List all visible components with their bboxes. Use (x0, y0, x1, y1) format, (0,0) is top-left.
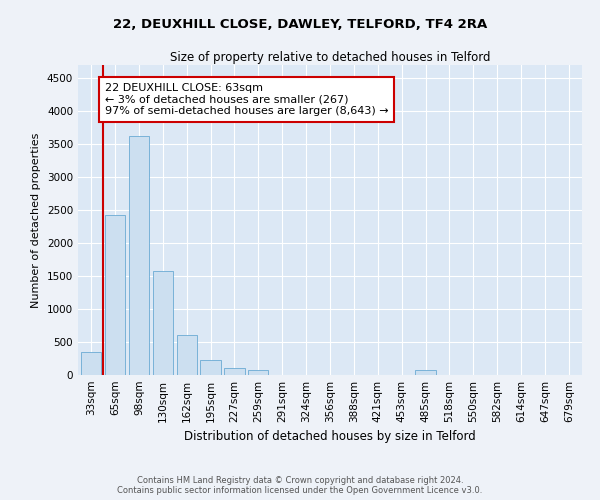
Text: 22, DEUXHILL CLOSE, DAWLEY, TELFORD, TF4 2RA: 22, DEUXHILL CLOSE, DAWLEY, TELFORD, TF4… (113, 18, 487, 30)
Text: 22 DEUXHILL CLOSE: 63sqm
← 3% of detached houses are smaller (267)
97% of semi-d: 22 DEUXHILL CLOSE: 63sqm ← 3% of detache… (105, 83, 389, 116)
Y-axis label: Number of detached properties: Number of detached properties (31, 132, 41, 308)
Bar (415, 370, 436, 375)
Bar (129, 136, 149, 375)
Text: Contains HM Land Registry data © Crown copyright and database right 2024.
Contai: Contains HM Land Registry data © Crown c… (118, 476, 482, 495)
Bar (200, 360, 221, 375)
Bar (105, 216, 125, 375)
Bar (81, 352, 101, 375)
Bar (224, 368, 245, 375)
Title: Size of property relative to detached houses in Telford: Size of property relative to detached ho… (170, 51, 490, 64)
Bar (176, 336, 197, 375)
Bar (152, 271, 173, 375)
Bar (248, 370, 268, 375)
X-axis label: Distribution of detached houses by size in Telford: Distribution of detached houses by size … (184, 430, 476, 444)
